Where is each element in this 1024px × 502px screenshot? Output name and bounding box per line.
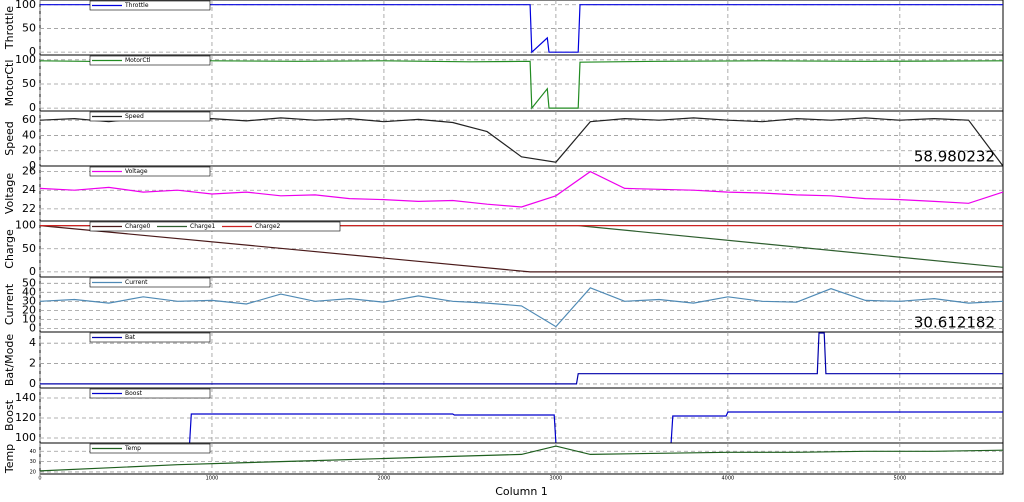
legend-box [89,443,211,454]
x-tick-label: 1000 [206,476,219,482]
y-tick-label: 60 [22,113,36,126]
annotation: 30.612182 [914,314,995,332]
y-tick-label: 20 [22,303,36,316]
y-axis-label: Boost [3,399,16,431]
y-tick-label: 2 [29,357,36,370]
y-tick-label: 22 [22,202,36,215]
y-tick-label: 40 [22,128,36,141]
legend: Current [89,277,211,288]
y-axis-label: Temp [3,444,16,474]
legend-label: Boost [125,390,143,397]
y-tick-label: 100 [15,0,36,11]
y-tick-label: 30 [30,459,36,465]
y-axis-label: Current [3,283,16,325]
x-tick-label: 3000 [550,476,563,482]
y-tick-label: 40 [22,285,36,298]
y-tick-label: 40 [30,449,36,455]
y-tick-label: 100 [15,53,36,66]
x-axis-label: Column 1 [495,485,548,498]
y-tick-label: 0 [29,377,36,390]
y-tick-label: 30 [22,294,36,307]
legend-box [89,332,211,343]
legend-label: MotorCtl [125,57,151,64]
y-axis-label: Speed [3,121,16,155]
y-tick-label: 50 [22,276,36,289]
legend-label: Voltage [125,168,148,175]
y-tick-label: 20 [22,144,36,157]
x-tick-label: 0 [38,476,41,482]
legend: Speed [89,111,211,122]
legend-box [89,388,211,399]
legend-label: Current [125,279,148,286]
y-tick-label: 10 [22,312,36,325]
y-tick-label: 50 [22,242,36,255]
y-tick-label: 100 [15,431,36,444]
y-tick-label: 50 [22,21,36,34]
legend-box [89,221,341,232]
data-line [40,332,1003,385]
legend-label: Bat [125,334,136,341]
legend: Charge0 Charge1 Charge2 [89,221,341,232]
legend-label: Temp [124,445,141,452]
y-tick-label: 0 [29,159,36,172]
legend: Bat [89,332,211,343]
y-axis-label: Bat/Mode [3,334,16,387]
legend-box [89,0,211,11]
x-tick-label: 2000 [378,476,391,482]
data-line [40,4,1003,54]
legend-label: Charge1 [190,223,216,230]
data-line [39,287,1004,328]
y-tick-label: 4 [29,336,36,349]
legend-box [89,277,211,288]
y-axis-label: MotorCtl [3,60,16,107]
y-tick-label: 20 [30,469,36,475]
legend-label: Charge2 [255,223,281,230]
legend: Boost [89,388,211,399]
data-line [39,170,1004,208]
y-tick-label: 0 [29,265,36,278]
y-tick-label: 0 [29,45,36,58]
legend: Voltage [89,166,211,177]
x-tick-label: 4000 [721,476,734,482]
legend-label: Charge0 [125,223,151,230]
legend: Temp [89,443,211,454]
x-tick-label: 5000 [893,476,906,482]
y-axis-label: Charge [3,229,16,269]
y-tick-label: 100 [15,219,36,232]
y-tick-label: 26 [22,165,36,178]
data-line [39,60,1004,110]
data-line [39,445,1004,472]
data-line [39,225,1003,273]
legend-label: Throttle [124,2,149,9]
annotation: 58.980232 [914,148,995,166]
y-tick-label: 140 [15,391,36,404]
legend-box [89,55,211,66]
y-tick-label: 24 [22,183,36,196]
y-tick-label: 120 [15,411,36,424]
y-axis-label: Throttle [3,6,16,50]
legend: MotorCtl [89,55,211,66]
legend: Throttle [89,0,211,11]
legend-label: Speed [125,113,144,120]
y-axis-label: Voltage [3,173,16,214]
legend-box [89,166,211,177]
y-tick-label: 0 [29,101,36,114]
y-tick-label: 50 [22,77,36,90]
y-tick-label: 0 [29,321,36,334]
legend-box [89,111,211,122]
data-line [189,411,1003,444]
